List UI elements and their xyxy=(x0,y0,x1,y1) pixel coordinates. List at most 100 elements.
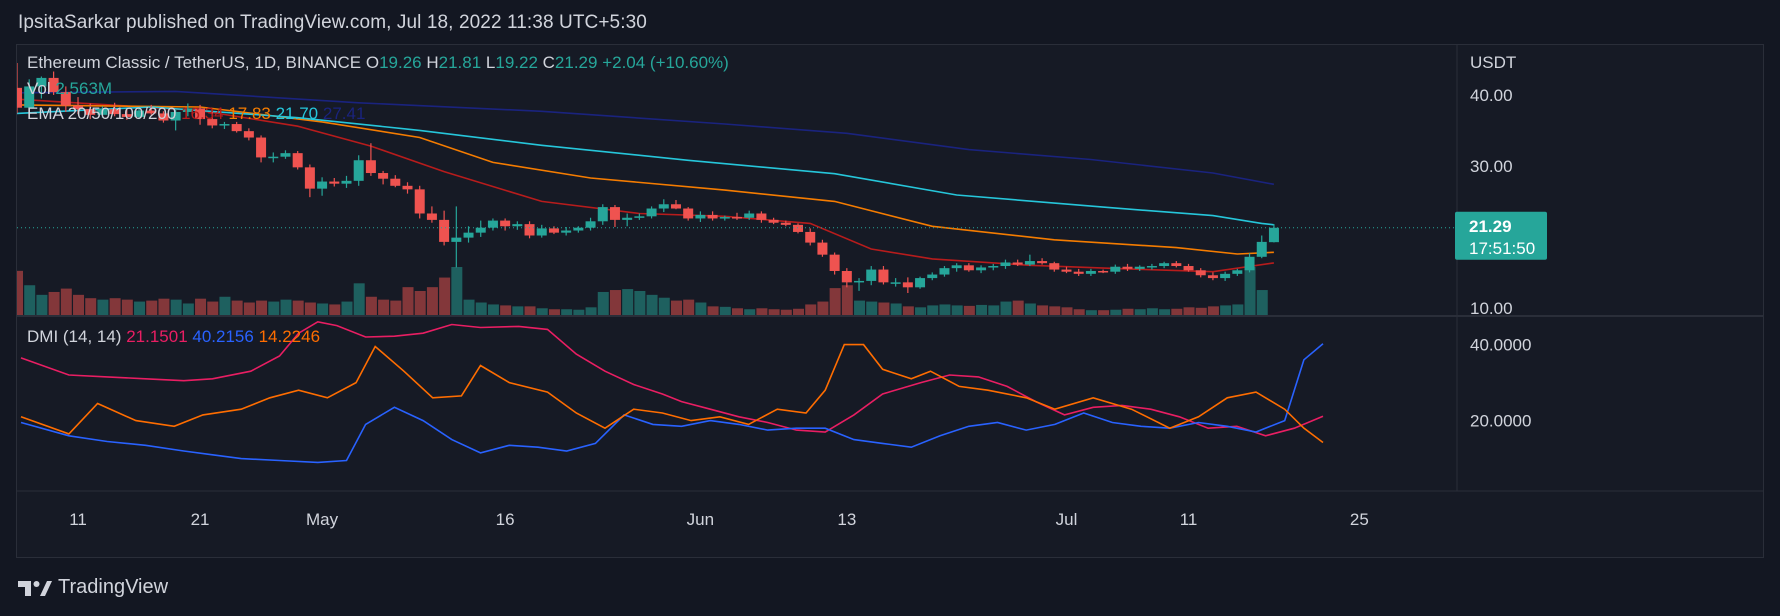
candle-body xyxy=(487,220,498,228)
candle-body xyxy=(1220,273,1231,279)
candle-body xyxy=(219,124,230,126)
volume-bar xyxy=(1122,308,1134,315)
candle-body xyxy=(951,265,962,269)
volume-bar xyxy=(402,287,414,315)
last-price-badge-bg xyxy=(1455,211,1547,260)
volume-bar xyxy=(609,290,621,315)
volume-bar xyxy=(463,299,475,315)
volume-bar xyxy=(793,308,805,315)
volume-bar xyxy=(1256,290,1268,315)
volume-bar xyxy=(561,309,573,315)
published-line: IpsitaSarkar published on TradingView.co… xyxy=(18,12,647,33)
candle-body xyxy=(60,92,71,106)
volume-bar xyxy=(646,294,658,315)
volume-bar xyxy=(292,300,304,315)
volume-bar xyxy=(329,304,341,315)
tradingview-logo[interactable]: TradingView xyxy=(18,576,168,599)
volume-bar xyxy=(170,299,182,315)
candle-body xyxy=(329,181,340,184)
volume-bar xyxy=(1220,305,1232,315)
volume-bar xyxy=(939,304,951,315)
candle-body xyxy=(243,131,254,138)
adx-line xyxy=(20,343,1324,444)
candle-body xyxy=(988,266,999,268)
candle-body xyxy=(1024,261,1035,265)
last-price-value: 21.29 xyxy=(1469,217,1512,236)
volume-bar xyxy=(1146,308,1158,315)
candle-body xyxy=(939,268,950,275)
candle-body xyxy=(1061,269,1072,272)
volume-bar xyxy=(902,306,914,315)
candle-body xyxy=(1183,266,1194,271)
volume-bar xyxy=(622,289,634,315)
volume-bar xyxy=(365,296,377,315)
volume-bar xyxy=(866,301,878,315)
volume-bar xyxy=(1024,303,1036,315)
price-tick-label: 30.00 xyxy=(1470,157,1513,176)
volume-bar xyxy=(927,305,939,315)
candle-body xyxy=(97,109,108,115)
volume-bar xyxy=(182,303,194,315)
ema-legend-part: EMA 20/50/100/200 xyxy=(27,104,181,123)
volume-bar xyxy=(1061,307,1073,315)
candle-body xyxy=(1134,266,1145,269)
candle-body xyxy=(402,185,413,190)
candle-body xyxy=(634,216,645,218)
candle-body xyxy=(744,213,755,218)
candle-body xyxy=(841,270,852,283)
candle-body xyxy=(17,87,22,108)
volume-bar xyxy=(915,307,927,315)
candle-body xyxy=(597,207,608,222)
candle-body xyxy=(390,178,401,186)
candle-body xyxy=(1256,241,1267,257)
volume-bar xyxy=(475,302,487,315)
candle-body xyxy=(561,230,572,233)
candle-body xyxy=(707,214,718,219)
candle-body xyxy=(878,269,889,283)
chart-canvas[interactable]: USDT 40.00 30.00 10.00 21.29 17:51:50 Ethereum… xyxy=(17,45,1763,557)
volume-bar xyxy=(841,285,853,315)
candle-body xyxy=(353,160,364,181)
candle-body xyxy=(512,224,523,227)
candle-body xyxy=(1049,263,1060,270)
volume-bar xyxy=(134,301,146,315)
candle-body xyxy=(732,217,742,219)
dmi-legend-part: 14.2246 xyxy=(259,327,320,346)
volume-bar xyxy=(744,309,756,315)
dmi-tick-label: 40.0000 xyxy=(1470,336,1531,355)
volume-bar xyxy=(1207,306,1219,315)
ema-legend-part: 27.41 xyxy=(323,104,366,123)
volume-bar xyxy=(268,301,280,315)
candle-body xyxy=(1232,270,1243,274)
volume-bar xyxy=(1183,307,1195,315)
candle-body xyxy=(24,86,35,108)
candle-body xyxy=(1000,262,1011,267)
time-tick-label: Jul xyxy=(1056,510,1078,529)
candle-body xyxy=(195,108,206,120)
volume-bar xyxy=(597,291,609,315)
ema-legend-part: 16.34 xyxy=(181,104,228,123)
candle-body xyxy=(927,274,938,279)
volume-bar xyxy=(500,305,512,315)
volume-bar xyxy=(36,294,48,315)
volume-bar xyxy=(85,298,97,315)
volume-bar xyxy=(439,277,451,315)
volume-bar xyxy=(1073,309,1085,315)
candle-body xyxy=(829,254,840,271)
candle-body xyxy=(1171,263,1182,267)
volume-bar xyxy=(207,301,219,315)
candle-body xyxy=(170,111,181,121)
ema-legend-part: 21.70 xyxy=(276,104,323,123)
volume-legend-part: Vol xyxy=(27,79,55,98)
volume-bar xyxy=(60,288,72,315)
candle-body xyxy=(1085,270,1096,274)
candle-body xyxy=(48,77,59,93)
legend-part: +2.04 (+10.60%) xyxy=(602,53,729,72)
chart-frame: USDT 40.00 30.00 10.00 21.29 17:51:50 Ethereum… xyxy=(16,44,1764,558)
volume-bar xyxy=(1134,309,1146,315)
candle-body xyxy=(451,237,462,242)
candles xyxy=(17,63,1279,293)
volume-bar xyxy=(1000,301,1012,315)
candle-body xyxy=(670,204,681,209)
volume-bar xyxy=(390,300,402,315)
